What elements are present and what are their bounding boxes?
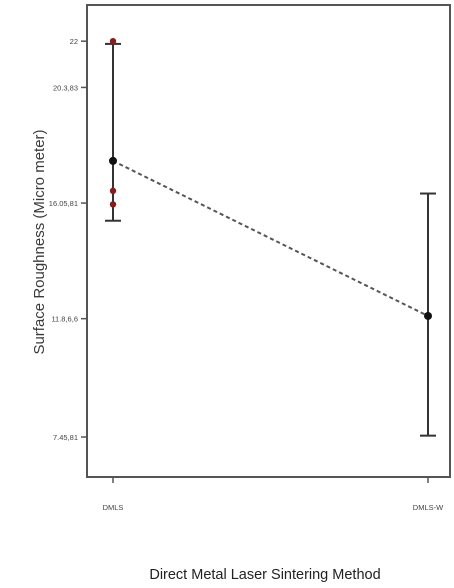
data-point-0 <box>109 37 117 45</box>
mean-point-1 <box>424 311 432 320</box>
y-tick-label-2: 16.05,81 <box>49 199 78 208</box>
mean-point-0 <box>109 156 117 165</box>
x-tick-label-1: DMLS-W <box>413 503 444 512</box>
plot-frame <box>86 4 451 478</box>
mean-trend-line <box>112 159 429 317</box>
y-axis: 7.45,81 11.8,6,6 16.05,81 20.3,83 22 <box>49 37 87 442</box>
x-axis: DMLS DMLS-W <box>103 477 444 512</box>
x-axis-label: Direct Metal Laser Sintering Method <box>149 567 380 583</box>
y-tick-label-4: 22 <box>70 37 78 46</box>
y-axis-label: Surface Roughness (Micro meter) <box>31 129 48 354</box>
data-point-2 <box>109 201 117 208</box>
data-point-1 <box>109 187 117 195</box>
x-tick-label-0: DMLS <box>103 503 124 512</box>
y-tick-label-1: 11.8,6,6 <box>51 315 78 324</box>
plot-marks <box>105 37 436 437</box>
y-tick-label-0: 7.45,81 <box>53 433 78 442</box>
y-tick-label-3: 20.3,83 <box>53 83 78 92</box>
